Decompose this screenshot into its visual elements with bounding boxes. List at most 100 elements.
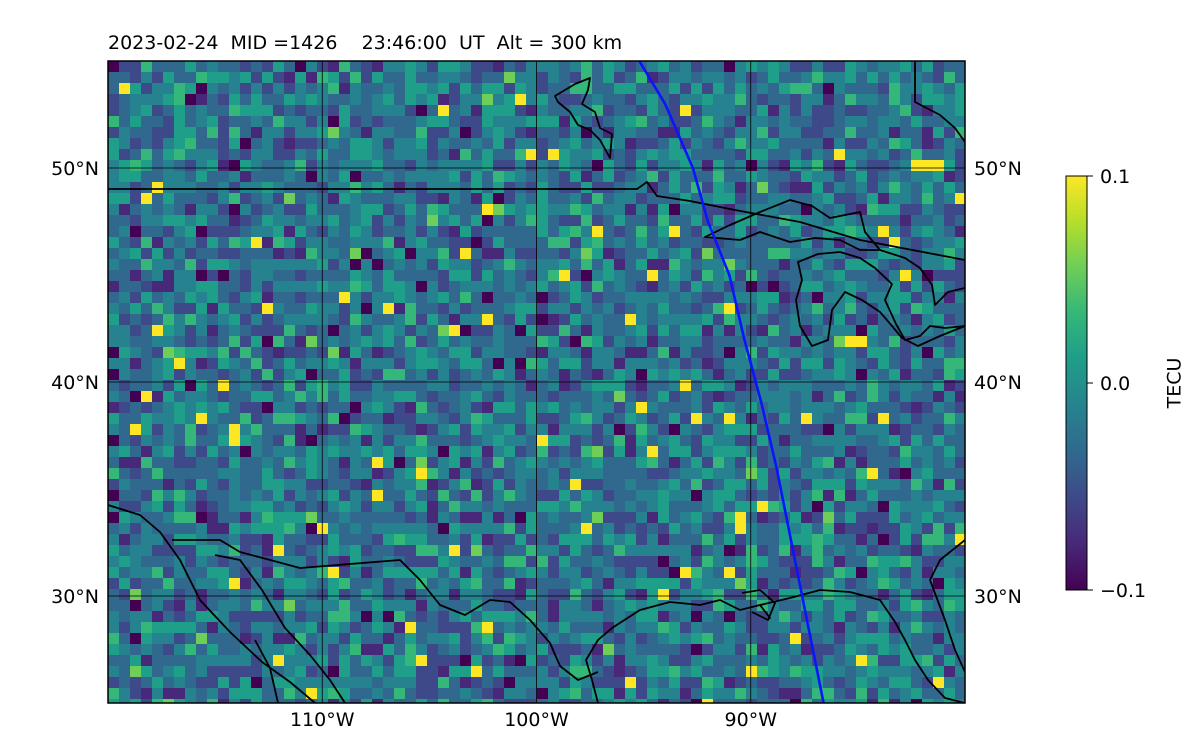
tec-cell (152, 512, 164, 524)
tec-cell (735, 523, 747, 535)
tec-cell (251, 490, 263, 502)
tec-cell (889, 391, 901, 403)
tec-cell (812, 699, 824, 703)
tec-cell (592, 380, 604, 392)
tec-cell (196, 215, 208, 227)
tec-cell (526, 479, 538, 491)
tec-cell (779, 666, 791, 678)
tec-cell (933, 138, 945, 150)
tec-cell (460, 105, 472, 117)
tec-cell (801, 105, 813, 117)
tec-cell (141, 589, 153, 601)
tec-cell (119, 259, 131, 271)
tec-cell (262, 655, 274, 667)
tec-cell (394, 182, 406, 194)
tec-cell (768, 182, 780, 194)
tec-cell (317, 402, 329, 414)
tec-cell (614, 644, 626, 656)
tec-cell (570, 336, 582, 348)
tec-cell (856, 457, 868, 469)
tec-cell (845, 391, 857, 403)
tec-cell (790, 369, 802, 381)
tec-cell (713, 347, 725, 359)
tec-cell (680, 567, 692, 579)
tec-cell (724, 358, 736, 370)
tec-cell (152, 611, 164, 623)
tec-cell (174, 248, 186, 260)
tec-cell (955, 127, 965, 139)
tec-cell (900, 358, 912, 370)
tec-cell (405, 94, 417, 106)
tec-cell (350, 644, 362, 656)
tec-cell (900, 314, 912, 326)
tec-cell (163, 116, 175, 128)
tec-cell (438, 193, 450, 205)
tec-cell (559, 457, 571, 469)
tec-cell (911, 446, 923, 458)
tec-cell (185, 512, 197, 524)
tec-cell (317, 523, 329, 535)
tec-cell (713, 545, 725, 557)
tec-cell (944, 61, 956, 73)
tec-cell (537, 413, 549, 425)
tec-cell (559, 490, 571, 502)
tec-cell (460, 83, 472, 95)
tec-cell (790, 611, 802, 623)
tec-cell (295, 622, 307, 634)
tec-cell (273, 149, 285, 161)
tec-cell (218, 160, 230, 172)
tec-cell (592, 589, 604, 601)
tec-cell (361, 468, 373, 480)
tec-cell (823, 633, 835, 645)
tec-cell (361, 611, 373, 623)
tec-cell (273, 281, 285, 293)
tec-cell (262, 578, 274, 590)
tec-cell (515, 446, 527, 458)
tec-cell (526, 336, 538, 348)
tec-cell (537, 303, 549, 315)
tec-cell (383, 94, 395, 106)
tec-cell (713, 633, 725, 645)
tec-cell (207, 468, 219, 480)
tec-cell (207, 72, 219, 84)
tec-cell (196, 644, 208, 656)
tec-cell (856, 303, 868, 315)
tec-cell (372, 171, 384, 183)
tec-cell (559, 72, 571, 84)
tec-cell (416, 402, 428, 414)
tec-cell (482, 347, 494, 359)
tec-cell (768, 369, 780, 381)
tec-cell (900, 534, 912, 546)
tec-cell (570, 358, 582, 370)
tec-cell (207, 655, 219, 667)
tec-cell (339, 149, 351, 161)
tec-cell (174, 347, 186, 359)
tec-cell (449, 193, 461, 205)
tec-cell (482, 204, 494, 216)
tec-cell (350, 105, 362, 117)
tec-cell (460, 611, 472, 623)
tec-cell (603, 600, 615, 612)
tec-cell (592, 468, 604, 480)
tec-cell (746, 402, 758, 414)
tec-cell (515, 501, 527, 513)
tec-cell (768, 380, 780, 392)
tec-cell (460, 578, 472, 590)
tec-cell (383, 534, 395, 546)
tec-cell (251, 105, 263, 117)
tec-cell (405, 303, 417, 315)
tec-cell (669, 655, 681, 667)
tec-cell (702, 644, 714, 656)
tec-cell (537, 325, 549, 337)
tec-cell (680, 160, 692, 172)
tec-cell (834, 424, 846, 436)
tec-cell (768, 160, 780, 172)
tec-cell (438, 611, 450, 623)
tec-cell (317, 248, 329, 260)
tec-cell (790, 182, 802, 194)
tec-cell (350, 94, 362, 106)
tec-cell (625, 435, 637, 447)
tec-cell (174, 446, 186, 458)
tec-cell (207, 204, 219, 216)
tec-cell (471, 666, 483, 678)
